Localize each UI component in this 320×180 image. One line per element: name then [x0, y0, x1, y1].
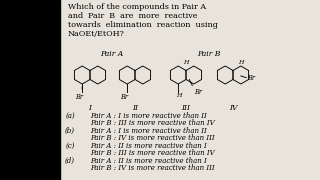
Text: Pair A : I is more reactive than II: Pair A : I is more reactive than II [90, 112, 207, 120]
Text: Pair B: Pair B [197, 50, 221, 58]
Text: Pair A: Pair A [100, 50, 124, 58]
Text: H: H [238, 60, 244, 65]
Bar [60, 0, 320, 180]
Text: H: H [176, 93, 181, 98]
Text: (d): (d) [65, 157, 75, 165]
Text: I: I [89, 104, 92, 112]
Text: Br: Br [194, 87, 202, 96]
Text: towards  elimination  reaction  using: towards elimination reaction using [68, 21, 218, 29]
Text: Br: Br [247, 74, 255, 82]
Text: and  Pair  B  are  more  reactive: and Pair B are more reactive [68, 12, 197, 20]
Text: Pair B : III is more reactive than IV: Pair B : III is more reactive than IV [90, 149, 215, 157]
Text: (c): (c) [66, 142, 75, 150]
Text: Br: Br [120, 93, 128, 101]
Bar [0, 0, 60, 180]
Text: Pair A : II is more reactive than I: Pair A : II is more reactive than I [90, 157, 207, 165]
Text: Pair A : I is more reactive than II: Pair A : I is more reactive than II [90, 127, 207, 135]
Text: Pair B : IV is more reactive than III: Pair B : IV is more reactive than III [90, 164, 215, 172]
Text: II: II [132, 104, 138, 112]
Text: (b): (b) [65, 127, 75, 135]
Text: Pair A : II is more reactive than I: Pair A : II is more reactive than I [90, 142, 207, 150]
Text: NaOEt/EtOH?: NaOEt/EtOH? [68, 30, 125, 38]
Text: III: III [181, 104, 190, 112]
Text: H: H [183, 60, 189, 65]
Text: (a): (a) [65, 112, 75, 120]
Text: Pair B : IV is more reactive than III: Pair B : IV is more reactive than III [90, 134, 215, 142]
Text: Br: Br [75, 93, 83, 101]
Text: Which of the compounds in Pair A: Which of the compounds in Pair A [68, 3, 206, 11]
Text: Pair B : III is more reactive than IV: Pair B : III is more reactive than IV [90, 119, 215, 127]
Text: IV: IV [229, 104, 237, 112]
